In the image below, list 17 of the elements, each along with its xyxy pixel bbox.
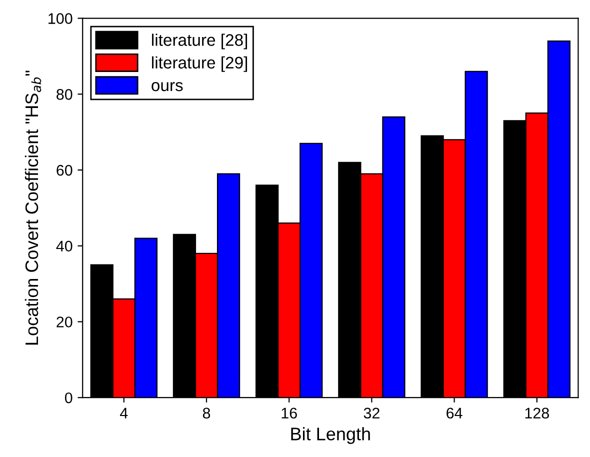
x-tick-label: 8 (202, 408, 210, 419)
x-tick-label: 4 (120, 408, 128, 418)
y-tick-label: 60 (56, 164, 72, 176)
legend-label: literature [28] (152, 34, 248, 50)
x-tick-label: 32 (364, 408, 380, 419)
x-tick-label: 64 (446, 408, 462, 419)
y-tick-label: 40 (56, 240, 72, 252)
y-tick-label: 80 (56, 89, 72, 100)
legend-label: ours (152, 82, 183, 92)
y-tick-label: 20 (56, 316, 72, 328)
legend-label: literature [29] (152, 56, 248, 72)
x-axis-title: Bit Length (291, 427, 370, 444)
y-tick-label: 100 (48, 13, 72, 24)
y-axis-title: Location Covert Coefficient "HS$_{ab}$" (24, 70, 42, 345)
x-tick-label: 128 (525, 408, 549, 419)
x-tick-label: 16 (282, 408, 297, 419)
y-tick-label: 0 (64, 392, 72, 404)
